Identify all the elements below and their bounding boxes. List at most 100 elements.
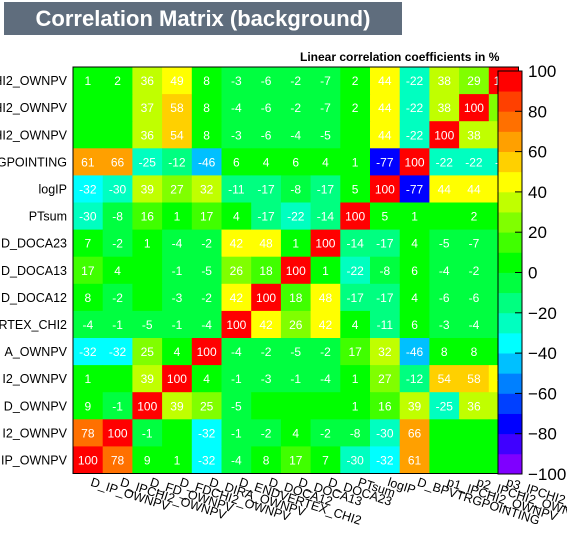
heatmap-cell bbox=[132, 229, 163, 258]
cell-value-label: -6 bbox=[261, 128, 272, 142]
heatmap-cell bbox=[280, 446, 311, 474]
cell-value-label: 39 bbox=[408, 399, 422, 413]
cell-value-label: 1 bbox=[144, 237, 151, 251]
heatmap-cell bbox=[132, 202, 163, 230]
heatmap-cell bbox=[370, 94, 401, 122]
heatmap-cell bbox=[132, 283, 163, 312]
cell-value-label: -32 bbox=[79, 345, 97, 359]
heatmap-cell bbox=[459, 283, 490, 312]
heatmap-cell bbox=[399, 148, 430, 176]
cell-value-label: 4 bbox=[203, 372, 210, 386]
heatmap-cell bbox=[370, 283, 401, 312]
cell-value-label: 42 bbox=[230, 237, 244, 251]
heatmap-cell bbox=[429, 67, 460, 95]
y-tick-label: D_DOCA12 bbox=[1, 291, 67, 305]
heatmap-cell bbox=[280, 365, 311, 393]
cell-value-label: 48 bbox=[259, 237, 273, 251]
heatmap-cell bbox=[102, 419, 133, 447]
cell-value-label: -14 bbox=[317, 210, 335, 224]
heatmap-cell bbox=[370, 446, 401, 474]
cell-value-label: -1 bbox=[231, 426, 242, 440]
cell-value-label: 66 bbox=[408, 426, 422, 440]
heatmap-cell bbox=[310, 202, 341, 230]
heatmap-cell bbox=[251, 338, 282, 366]
heatmap-cell bbox=[310, 229, 341, 258]
cell-value-label: 4 bbox=[233, 210, 240, 224]
heatmap-cell bbox=[310, 283, 341, 312]
heatmap-cell bbox=[221, 67, 252, 95]
heatmap-cell bbox=[251, 175, 282, 203]
heatmap-cell bbox=[251, 121, 282, 149]
cell-value-label: 1 bbox=[292, 237, 299, 251]
heatmap-cell bbox=[73, 256, 104, 285]
heatmap-cell bbox=[251, 256, 282, 285]
heatmap-cell bbox=[310, 338, 341, 366]
heatmap-cell bbox=[370, 121, 401, 149]
heatmap-cell bbox=[310, 94, 341, 122]
heatmap-cell bbox=[102, 446, 133, 474]
cell-value-label: 38 bbox=[438, 101, 452, 115]
cell-value-label: -25 bbox=[436, 399, 454, 413]
colorbar-segment bbox=[498, 151, 522, 173]
cell-value-label: -2 bbox=[261, 345, 272, 359]
heatmap-cell bbox=[429, 365, 460, 393]
heatmap-cell bbox=[221, 175, 252, 203]
heatmap-cell bbox=[340, 419, 371, 447]
heatmap-cell bbox=[399, 283, 430, 312]
y-tick-label: D_OWNPV bbox=[4, 399, 68, 413]
cell-value-label: 44 bbox=[467, 182, 481, 196]
heatmap-cell bbox=[251, 148, 282, 176]
heatmap-cell bbox=[459, 94, 490, 122]
cell-value-label: 8 bbox=[263, 453, 270, 467]
cell-value-label: -7 bbox=[320, 101, 331, 115]
heatmap-cell bbox=[280, 310, 311, 339]
heatmap-cell bbox=[459, 202, 490, 230]
heatmap-cell bbox=[73, 175, 104, 203]
colorbar-segment bbox=[498, 373, 522, 394]
heatmap-cell bbox=[162, 365, 193, 393]
cell-value-label: 44 bbox=[438, 182, 452, 196]
heatmap-cell bbox=[251, 202, 282, 230]
heatmap-cell bbox=[221, 446, 252, 474]
cell-value-label: -22 bbox=[406, 128, 424, 142]
colorbar-tick-label: 100 bbox=[528, 62, 556, 81]
cell-value-label: 100 bbox=[434, 128, 454, 142]
cell-value-label: -5 bbox=[142, 318, 153, 332]
heatmap-cell bbox=[399, 310, 430, 339]
heatmap-cell bbox=[340, 283, 371, 312]
cell-value-label: 44 bbox=[378, 101, 392, 115]
heatmap-cell bbox=[102, 283, 133, 312]
heatmap-cell bbox=[132, 121, 163, 149]
heatmap-cell bbox=[429, 446, 460, 474]
cell-value-label: -4 bbox=[469, 318, 480, 332]
heatmap-cell bbox=[251, 392, 282, 420]
colorbar-segment bbox=[498, 212, 522, 233]
colorbar-segment bbox=[498, 252, 522, 273]
cell-value-label: 18 bbox=[259, 264, 273, 278]
cell-value-label: 78 bbox=[81, 426, 95, 440]
heatmap-cell bbox=[162, 175, 193, 203]
cell-value-label: -22 bbox=[346, 264, 364, 278]
heatmap-cell bbox=[251, 67, 282, 95]
heatmap-cell bbox=[459, 338, 490, 366]
cell-value-label: 1 bbox=[174, 453, 181, 467]
cell-value-label: -4 bbox=[201, 318, 212, 332]
heatmap-cell bbox=[370, 202, 401, 230]
cell-value-label: -1 bbox=[231, 372, 242, 386]
heatmap-cell bbox=[280, 121, 311, 149]
heatmap-cell bbox=[132, 94, 163, 122]
heatmap-cell bbox=[340, 175, 371, 203]
colorbar-segment bbox=[498, 312, 522, 334]
heatmap-cell bbox=[280, 202, 311, 230]
cell-value-label: -4 bbox=[290, 128, 301, 142]
cell-value-label: 4 bbox=[411, 291, 418, 305]
heatmap-cell bbox=[280, 175, 311, 203]
cell-value-label: -7 bbox=[320, 74, 331, 88]
heatmap-cell bbox=[370, 229, 401, 258]
cell-value-label: 100 bbox=[375, 182, 395, 196]
cell-value-label: 2 bbox=[352, 74, 359, 88]
cell-value-label: -14 bbox=[346, 237, 364, 251]
heatmap-cell bbox=[370, 67, 401, 95]
heatmap-cell bbox=[459, 365, 490, 393]
title-box: Correlation Matrix (background) bbox=[4, 2, 402, 35]
